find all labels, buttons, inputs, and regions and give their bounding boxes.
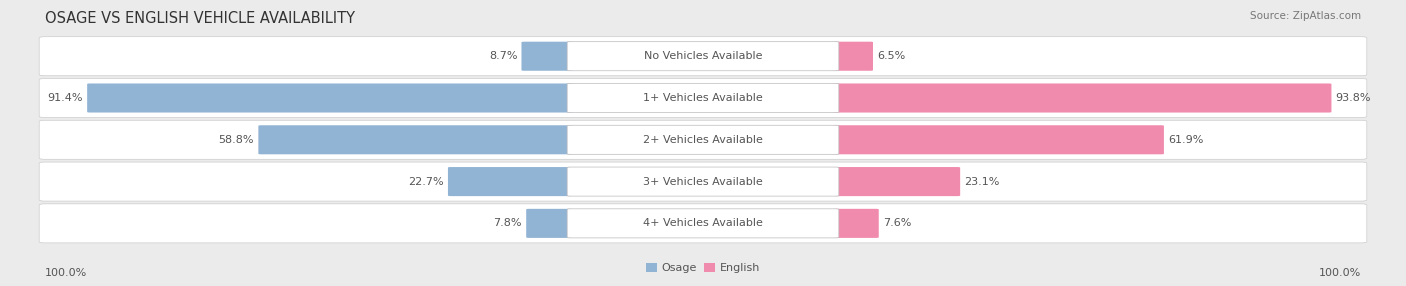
Text: 93.8%: 93.8%: [1336, 93, 1371, 103]
Text: 8.7%: 8.7%: [489, 51, 517, 61]
FancyBboxPatch shape: [259, 125, 572, 154]
Text: 7.8%: 7.8%: [494, 219, 522, 228]
Text: No Vehicles Available: No Vehicles Available: [644, 51, 762, 61]
FancyBboxPatch shape: [834, 209, 879, 238]
Text: 3+ Vehicles Available: 3+ Vehicles Available: [643, 176, 763, 186]
FancyBboxPatch shape: [834, 42, 873, 71]
FancyBboxPatch shape: [526, 209, 572, 238]
FancyBboxPatch shape: [567, 42, 839, 71]
Text: 58.8%: 58.8%: [219, 135, 254, 145]
Text: 6.5%: 6.5%: [877, 51, 905, 61]
FancyBboxPatch shape: [567, 84, 839, 112]
FancyBboxPatch shape: [567, 167, 839, 196]
Text: 91.4%: 91.4%: [48, 93, 83, 103]
FancyBboxPatch shape: [39, 37, 1367, 76]
Legend: Osage, English: Osage, English: [641, 259, 765, 278]
FancyBboxPatch shape: [39, 120, 1367, 159]
FancyBboxPatch shape: [522, 42, 572, 71]
Text: OSAGE VS ENGLISH VEHICLE AVAILABILITY: OSAGE VS ENGLISH VEHICLE AVAILABILITY: [45, 11, 354, 26]
FancyBboxPatch shape: [87, 84, 572, 112]
Text: 1+ Vehicles Available: 1+ Vehicles Available: [643, 93, 763, 103]
FancyBboxPatch shape: [834, 125, 1164, 154]
FancyBboxPatch shape: [449, 167, 572, 196]
FancyBboxPatch shape: [39, 204, 1367, 243]
Text: 4+ Vehicles Available: 4+ Vehicles Available: [643, 219, 763, 228]
FancyBboxPatch shape: [834, 84, 1331, 112]
Text: 100.0%: 100.0%: [1319, 268, 1361, 278]
FancyBboxPatch shape: [567, 125, 839, 154]
Text: 2+ Vehicles Available: 2+ Vehicles Available: [643, 135, 763, 145]
Text: 23.1%: 23.1%: [965, 176, 1000, 186]
Text: 100.0%: 100.0%: [45, 268, 87, 278]
FancyBboxPatch shape: [39, 78, 1367, 118]
Text: Source: ZipAtlas.com: Source: ZipAtlas.com: [1250, 11, 1361, 21]
Text: 7.6%: 7.6%: [883, 219, 911, 228]
Text: 22.7%: 22.7%: [408, 176, 444, 186]
FancyBboxPatch shape: [834, 167, 960, 196]
FancyBboxPatch shape: [39, 162, 1367, 201]
Text: 61.9%: 61.9%: [1168, 135, 1204, 145]
FancyBboxPatch shape: [567, 209, 839, 238]
